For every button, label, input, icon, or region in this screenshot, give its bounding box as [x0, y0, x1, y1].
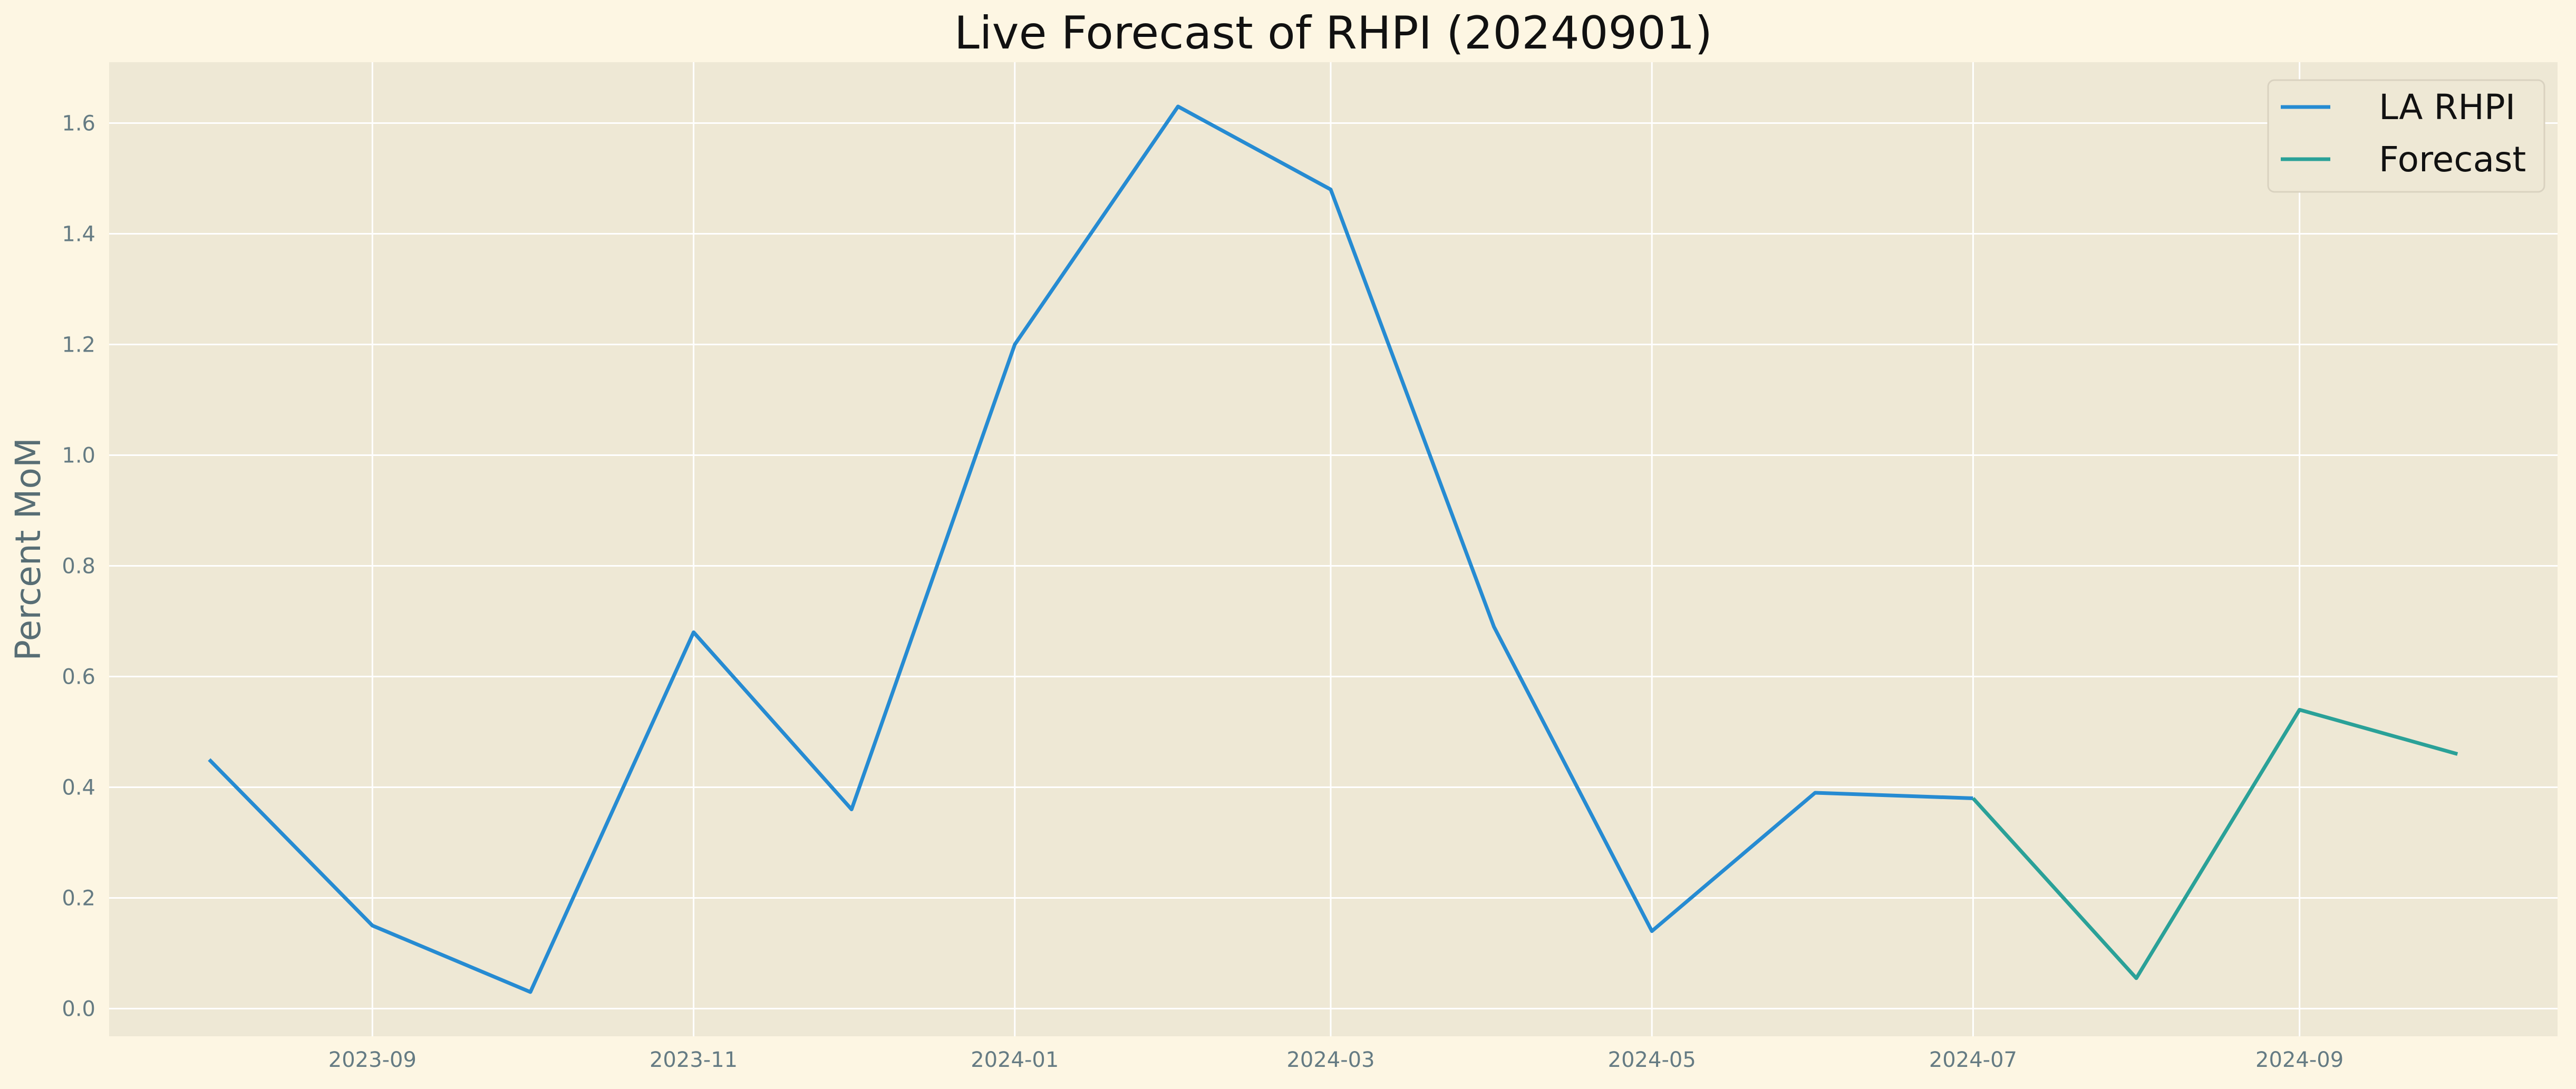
legend: LA RHPI Forecast [2267, 79, 2545, 193]
data-point-la-rhpi [1493, 626, 1495, 628]
chart-title: Live Forecast of RHPI (20240901) [954, 7, 1712, 60]
y-tick-label: 0.8 [62, 555, 95, 579]
y-tick-label: 1.2 [62, 333, 95, 357]
x-tick-label: 2024-09 [2255, 1048, 2343, 1072]
x-axis-ticks: 2023-09 2023-11 2024-01 2024-03 2024-05 2024-… [328, 1048, 2343, 1072]
y-axis-ticks: 0.0 0.2 0.4 0.6 0.8 1.0 1.2 1.4 1.6 [62, 112, 95, 1022]
data-point-la-rhpi [850, 809, 853, 811]
y-tick-label: 1.0 [62, 444, 95, 468]
legend-box [2267, 79, 2545, 193]
data-point-la-rhpi [1814, 792, 1816, 794]
y-tick-label: 1.6 [62, 112, 95, 136]
x-tick-label: 2024-03 [1286, 1048, 1374, 1072]
y-tick-label: 0.4 [62, 776, 95, 800]
data-point-la-rhpi [208, 759, 210, 761]
y-tick-label: 1.4 [62, 222, 95, 247]
legend-label-la-rhpi: LA RHPI [2379, 87, 2515, 128]
y-tick-label: 0.2 [62, 887, 95, 911]
plot-area [109, 62, 2558, 1036]
data-point-la-rhpi [529, 991, 531, 993]
x-tick-label: 2024-01 [971, 1048, 1059, 1072]
series-line-la-rhpi [208, 104, 1973, 994]
x-tick-label: 2024-05 [1608, 1048, 1696, 1072]
data-point-la-rhpi [1177, 105, 1179, 108]
legend-label-forecast: Forecast [2379, 139, 2526, 180]
data-point-la-rhpi [1330, 189, 1332, 191]
series-lines [208, 104, 2458, 994]
data-point-la-rhpi [371, 925, 373, 927]
grid [109, 62, 2558, 1036]
x-tick-label: 2024-07 [1929, 1048, 2017, 1072]
y-axis-label: Percent MoM [8, 437, 49, 661]
data-point-la-rhpi [1651, 930, 1653, 932]
data-point-la-rhpi [1014, 344, 1016, 346]
x-tick-label: 2023-11 [650, 1048, 738, 1072]
y-tick-label: 0.0 [62, 997, 95, 1022]
data-point-forecast [2135, 977, 2137, 979]
x-tick-label: 2023-09 [328, 1048, 417, 1072]
data-point-forecast [2299, 709, 2301, 711]
y-tick-label: 0.6 [62, 665, 95, 689]
data-point-la-rhpi [693, 631, 695, 634]
data-point-forecast [1972, 798, 1974, 800]
series-line-forecast [1971, 708, 2458, 980]
data-point-forecast [2456, 753, 2458, 755]
